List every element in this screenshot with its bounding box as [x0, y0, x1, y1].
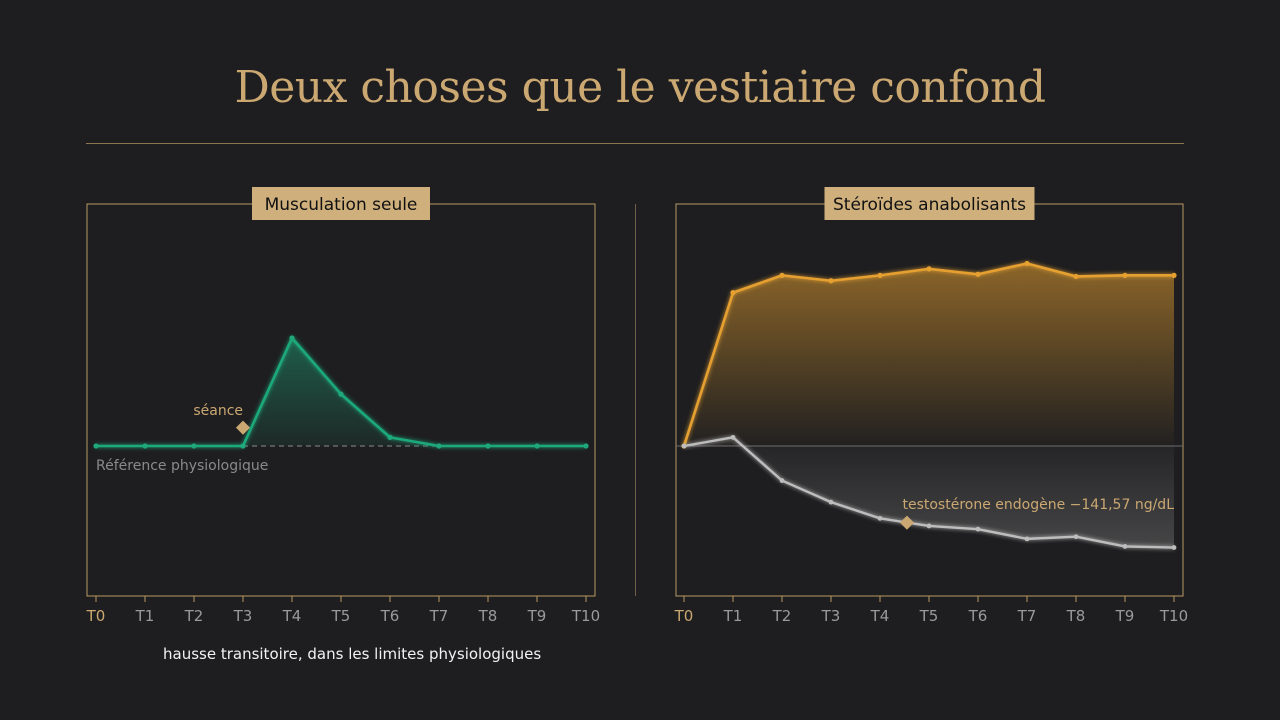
data-point-down — [828, 499, 834, 505]
data-point-down — [1171, 545, 1177, 550]
data-point-up — [1171, 272, 1177, 278]
chart-panel-1: Musculation seule T0 T1 T2 T3 T4 T5 T6 T7 T8 T9 T10… — [86, 187, 600, 625]
data-point-up — [975, 271, 981, 277]
caption: hausse transitoire, dans les limites phy… — [163, 645, 542, 663]
data-point-down — [926, 523, 932, 529]
x-tick-label: T6 — [968, 607, 988, 625]
panel-title: Stéroïdes anabolisants — [833, 195, 1026, 215]
data-point-up — [828, 278, 834, 284]
data-point-up — [877, 272, 883, 278]
x-tick-label: T7 — [1017, 607, 1037, 625]
x-tick-label: T8 — [478, 607, 498, 625]
data-point — [93, 443, 99, 449]
data-point — [534, 443, 540, 449]
data-point — [142, 443, 148, 449]
data-point-up — [1073, 273, 1079, 280]
x-tick-label: T6 — [380, 607, 400, 625]
x-tick-label: T4 — [870, 607, 890, 625]
data-point-down — [877, 515, 883, 521]
annotation-label: testostérone endogène −141,57 ng/dL — [902, 497, 1174, 513]
series-area — [243, 338, 439, 446]
data-point — [387, 434, 393, 440]
series-area-up — [684, 263, 1174, 446]
x-tick-label: T2 — [772, 607, 792, 625]
data-point-down — [1024, 536, 1030, 542]
x-tick-label: T2 — [184, 607, 204, 625]
data-point-down — [779, 478, 785, 483]
data-point-up — [730, 290, 736, 296]
data-point — [338, 391, 344, 397]
x-tick-label: T0 — [674, 607, 694, 625]
x-tick-label: T8 — [1066, 607, 1086, 625]
data-point-down — [1122, 544, 1128, 549]
x-tick-label: T3 — [821, 607, 841, 625]
data-point — [485, 443, 491, 449]
data-point-up — [926, 266, 932, 272]
x-tick-label: T9 — [1115, 607, 1135, 625]
panel-divider — [635, 204, 636, 596]
data-point-down — [730, 434, 736, 440]
data-point — [289, 335, 295, 341]
data-point-down — [975, 526, 981, 532]
baseline-label: Référence physiologique — [96, 458, 268, 474]
annotation-marker — [235, 420, 251, 435]
page-title: Deux choses que le vestiaire confond — [234, 62, 1046, 113]
data-point — [583, 443, 589, 449]
panel-label-box — [824, 187, 1035, 220]
series-area-down — [684, 437, 1174, 548]
x-tick-label: T5 — [331, 607, 351, 625]
x-tick-label: T10 — [1159, 607, 1188, 625]
panel-title: Musculation seule — [265, 195, 418, 215]
x-tick-label: T3 — [233, 607, 253, 625]
chart-panel-2: Stéroïdes anabolisants T0 T1 T2 T3 T4 T5 T6 T7 T8… — [674, 187, 1188, 625]
data-point-up — [1024, 260, 1030, 267]
panel-label-box — [252, 187, 430, 220]
x-tick-label: T7 — [429, 607, 449, 625]
x-tick-label: T0 — [86, 607, 106, 625]
data-point — [436, 443, 442, 449]
data-point-up — [1122, 272, 1128, 278]
data-point — [191, 443, 197, 449]
data-point-down — [1073, 534, 1079, 540]
x-tick-label: T10 — [571, 607, 600, 625]
annotation-label: séance — [193, 403, 243, 419]
x-tick-label: T1 — [135, 607, 155, 625]
annotation-marker — [899, 515, 915, 530]
x-tick-label: T1 — [723, 607, 743, 625]
x-tick-label: T9 — [527, 607, 547, 625]
title-rule — [86, 143, 1184, 144]
data-point-down — [681, 443, 687, 449]
data-point-up — [779, 272, 785, 278]
data-point — [240, 443, 246, 449]
x-tick-label: T5 — [919, 607, 939, 625]
x-tick-label: T4 — [282, 607, 302, 625]
